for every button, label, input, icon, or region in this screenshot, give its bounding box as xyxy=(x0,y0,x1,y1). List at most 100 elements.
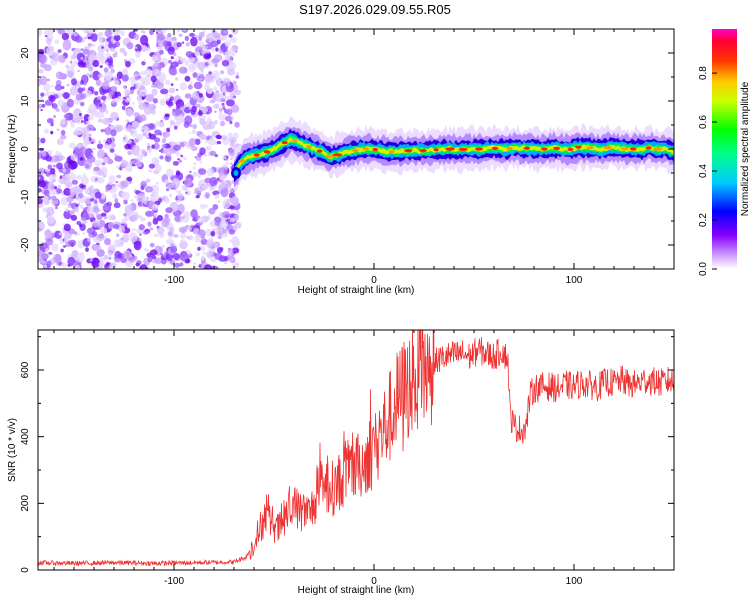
ridge-peak xyxy=(362,147,369,151)
noise-speckle xyxy=(87,36,92,40)
noise-speckle xyxy=(155,82,164,90)
noise-speckle xyxy=(131,144,141,156)
noise-speckle xyxy=(46,78,51,82)
noise-speckle xyxy=(55,71,63,80)
noise-speckle xyxy=(197,182,206,192)
noise-speckle xyxy=(220,247,224,251)
noise-speckle xyxy=(222,92,226,96)
noise-speckle xyxy=(179,250,188,262)
noise-speckle xyxy=(155,164,162,173)
noise-speckle xyxy=(180,57,187,63)
noise-speckle xyxy=(134,46,138,49)
noise-speckle xyxy=(194,138,201,145)
noise-speckle xyxy=(168,87,176,94)
noise-speckle xyxy=(75,203,79,208)
noise-speckle xyxy=(231,235,240,246)
noise-speckle xyxy=(76,52,85,62)
noise-speckle xyxy=(77,155,86,167)
ridge-peak xyxy=(586,146,594,150)
noise-speckle xyxy=(177,193,184,200)
noise-speckle xyxy=(135,82,142,90)
noise-speckle xyxy=(173,234,179,238)
noise-speckle xyxy=(134,44,142,53)
noise-speckle xyxy=(221,225,225,228)
noise-speckle xyxy=(197,217,204,223)
noise-speckle xyxy=(189,170,192,173)
noise-speckle xyxy=(84,188,90,194)
noise-speckle xyxy=(149,242,155,248)
spectrogram-y-tick-label: 20 xyxy=(20,47,31,59)
noise-speckle xyxy=(147,221,152,227)
noise-speckle xyxy=(56,128,60,131)
noise-speckle xyxy=(190,110,196,116)
noise-speckle xyxy=(95,111,105,119)
noise-speckle xyxy=(95,212,98,216)
noise-speckle xyxy=(133,33,140,41)
noise-speckle xyxy=(166,127,171,133)
noise-speckle xyxy=(74,35,83,43)
noise-speckle xyxy=(104,109,109,115)
noise-speckle xyxy=(116,71,123,80)
noise-speckle xyxy=(212,104,216,109)
noise-speckle xyxy=(235,75,240,79)
noise-speckle xyxy=(108,123,112,127)
snr-y-axis-label: SNR (10 * v/v) xyxy=(7,418,18,482)
noise-speckle xyxy=(94,91,99,96)
spectrogram-x-tick-label: 0 xyxy=(371,275,377,286)
noise-speckle xyxy=(223,156,227,160)
noise-speckle xyxy=(165,188,170,192)
noise-speckle xyxy=(223,30,228,34)
noise-speckle xyxy=(138,102,147,110)
noise-speckle xyxy=(198,31,205,38)
noise-speckle xyxy=(38,169,43,174)
noise-speckle xyxy=(57,137,64,145)
noise-speckle xyxy=(56,188,63,194)
ridge-peak xyxy=(316,149,323,153)
noise-speckle xyxy=(144,186,154,193)
noise-speckle xyxy=(130,199,134,203)
noise-speckle xyxy=(185,50,194,58)
noise-speckle xyxy=(207,137,217,146)
noise-speckle xyxy=(226,81,231,87)
noise-speckle xyxy=(88,74,92,79)
noise-speckle xyxy=(41,195,49,202)
noise-speckle xyxy=(221,135,228,141)
ridge-peak xyxy=(458,147,468,151)
noise-speckle xyxy=(50,84,54,88)
noise-speckle xyxy=(231,247,240,254)
noise-speckle xyxy=(204,154,208,157)
noise-speckle xyxy=(77,87,83,94)
noise-speckle xyxy=(66,83,70,87)
noise-speckle xyxy=(200,71,204,75)
noise-speckle xyxy=(218,183,226,190)
noise-speckle xyxy=(87,43,93,47)
noise-speckle xyxy=(60,248,64,253)
noise-speckle xyxy=(72,113,80,123)
noise-speckle xyxy=(91,207,101,213)
noise-speckle xyxy=(221,175,226,181)
snr-x-ticks: -100 0 100 xyxy=(53,330,675,587)
noise-speckle xyxy=(140,34,149,46)
ridge-peak xyxy=(553,146,561,150)
noise-speckle xyxy=(153,142,160,150)
noise-speckle xyxy=(77,69,80,73)
noise-speckle xyxy=(228,47,237,57)
noise-speckle xyxy=(171,63,176,67)
noise-speckle xyxy=(105,94,112,101)
noise-speckle xyxy=(210,230,216,237)
ridge-onset-core xyxy=(233,170,239,176)
noise-speckle xyxy=(224,261,227,265)
noise-speckle xyxy=(82,231,86,235)
noise-speckle xyxy=(194,34,199,39)
noise-speckle xyxy=(113,239,121,248)
noise-speckle xyxy=(49,167,56,175)
noise-speckle xyxy=(184,191,188,195)
noise-speckle xyxy=(114,29,120,33)
snr-x-axis-label: Height of straight line (km) xyxy=(298,585,415,596)
noise-speckle xyxy=(57,49,62,53)
noise-speckle xyxy=(96,248,105,257)
noise-speckle xyxy=(159,98,166,106)
noise-speckle xyxy=(44,91,51,97)
noise-speckle xyxy=(228,148,236,157)
noise-speckle xyxy=(199,41,205,47)
